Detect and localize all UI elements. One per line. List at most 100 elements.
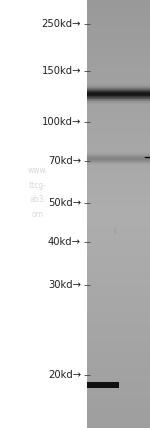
Bar [87,394,150,396]
Bar [87,248,150,250]
Bar [87,205,150,208]
Bar [87,396,150,398]
Bar [87,360,150,362]
Bar [87,143,150,146]
Bar [87,105,150,107]
Bar [87,98,150,99]
Bar [87,287,150,289]
Bar [87,83,150,86]
Bar [87,56,150,58]
Bar [87,201,150,203]
Bar [87,157,150,158]
Bar [87,96,150,97]
Text: 250kd→: 250kd→ [42,18,81,29]
Bar [87,51,150,54]
Bar [87,182,150,184]
Bar [87,93,150,94]
Bar [87,227,150,229]
Bar [87,98,150,101]
Bar [87,231,150,233]
Bar [87,366,150,368]
Bar [87,77,150,79]
Bar [87,409,150,411]
Bar [87,238,150,240]
Bar [87,94,150,96]
Bar [87,26,150,28]
Bar [87,160,150,161]
Bar [87,186,150,188]
Bar [87,6,150,9]
Bar [87,66,150,68]
Bar [87,413,150,415]
Bar [87,184,150,186]
Bar [87,86,150,87]
Bar [87,41,150,43]
Bar [87,216,150,218]
Bar [87,81,150,83]
Bar [87,73,150,75]
Bar [87,163,150,164]
Bar [87,30,150,32]
Bar [87,300,150,302]
Bar [87,146,150,148]
Bar [87,280,150,282]
Bar [87,84,150,85]
Bar [87,90,150,91]
Bar [87,39,150,41]
Bar [87,297,150,300]
Bar [87,306,150,308]
Bar [87,135,150,137]
Bar [87,188,150,190]
Bar [87,152,150,154]
Bar [87,242,150,244]
Bar [87,85,150,86]
Bar [87,150,150,152]
Bar [87,11,150,13]
Bar [87,24,150,26]
Bar [87,402,150,404]
Bar [87,223,150,225]
Bar [87,253,150,255]
Bar [87,419,150,422]
Bar [87,101,150,102]
Bar [87,338,150,340]
Bar [87,282,150,285]
Bar [87,210,150,212]
Bar [87,60,150,62]
Bar [87,214,150,216]
Bar [87,272,150,274]
Bar [87,103,150,105]
Bar [87,353,150,355]
Bar [87,312,150,315]
Bar [87,385,150,387]
Bar [87,89,150,90]
Bar [87,92,150,93]
Bar [87,94,150,95]
Bar [87,270,150,272]
Bar [87,424,150,426]
Bar [87,255,150,257]
Bar [87,162,150,163]
Bar [87,97,150,98]
Bar [87,265,150,268]
Bar [87,165,150,167]
Bar [87,218,150,220]
Bar [87,71,150,73]
Bar [87,75,150,77]
Bar [87,240,150,242]
Bar [87,139,150,141]
Bar [87,257,150,259]
Bar [87,342,150,345]
Bar [87,398,150,400]
Bar [87,317,150,319]
Bar [87,372,150,374]
Bar [87,377,150,379]
Bar [87,54,150,56]
Bar [87,364,150,366]
Bar [87,153,150,154]
Bar [87,289,150,291]
Bar [87,407,150,409]
Bar [87,88,150,90]
Bar [87,159,150,160]
Text: 40kd→: 40kd→ [48,237,81,247]
